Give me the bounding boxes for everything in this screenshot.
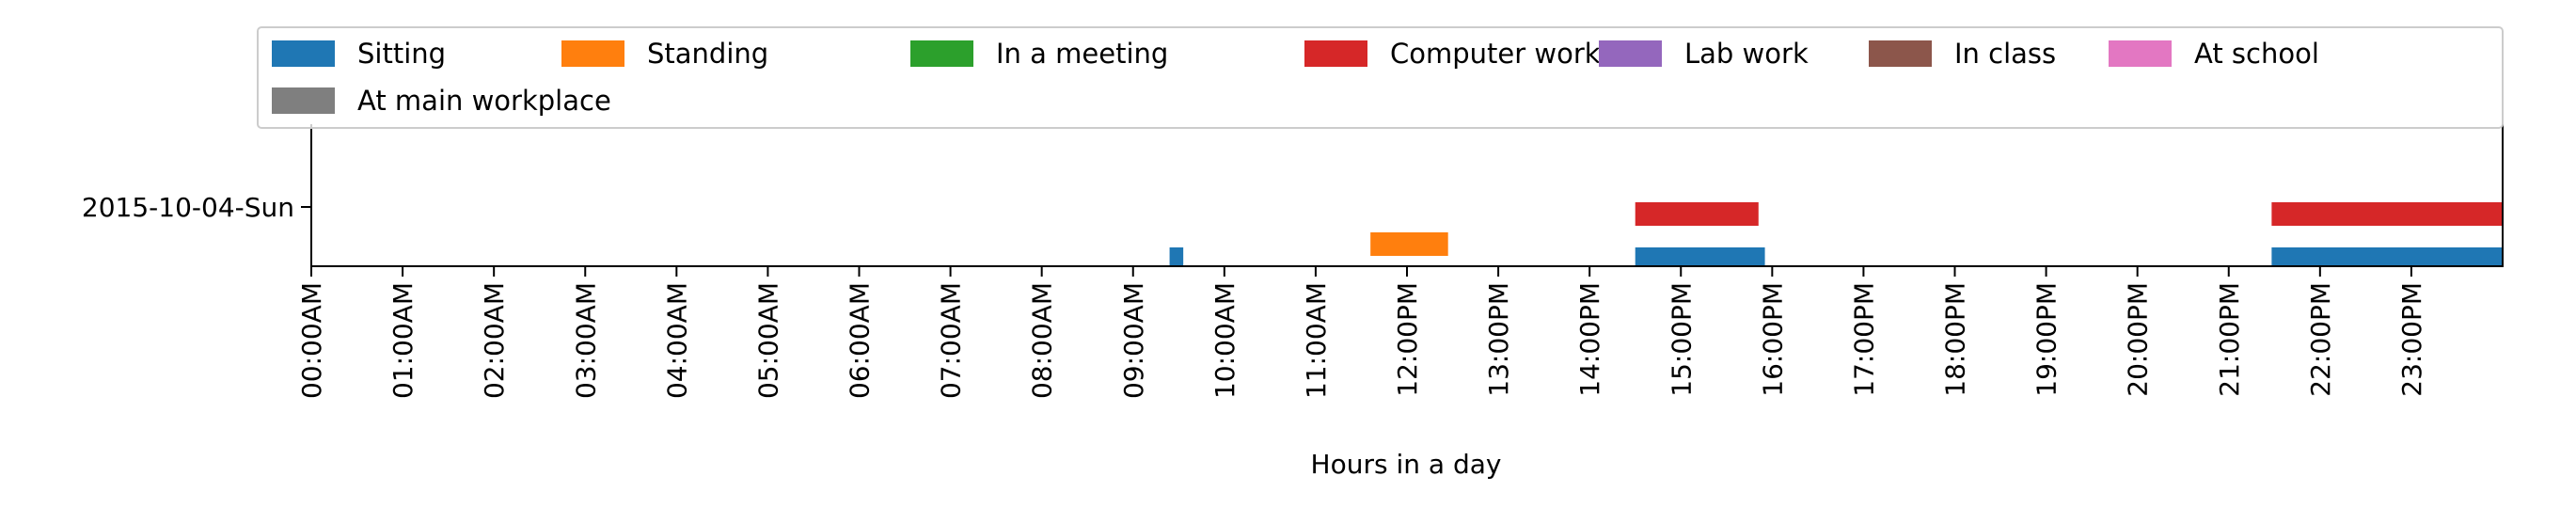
legend-label: At school [2194,38,2319,70]
activity-bars [1169,202,2503,266]
x-axis-ticks: 00:00AM 01:00AM 02:00AM 03:00AM 04:00AM 05:00… [296,266,2427,399]
x-tick-label: 19:00PM [2031,282,2062,397]
legend-label: In class [1954,38,2056,70]
activity-bar [2271,247,2503,266]
legend-label: In a meeting [996,38,1168,70]
x-axis-label: Hours in a day [1311,449,1502,480]
legend-entry: Standing [561,38,768,70]
y-axis: 2015-10-04-Sun [82,192,311,223]
x-tick-label: 02:00AM [479,282,510,399]
x-tick-label: 03:00AM [570,282,601,399]
legend-entry: Lab work [1599,38,1809,70]
x-tick-label: 05:00AM [752,282,783,399]
activity-bar [2271,202,2503,226]
x-tick-label: 22:00PM [2305,282,2336,397]
legend-swatch [1869,40,1932,67]
activity-bar [1635,247,1765,266]
legend-label: Lab work [1684,38,1809,70]
x-tick-label: 08:00AM [1027,282,1058,399]
legend-items: Sitting Standing In a meeting Computer work… [272,38,2319,117]
legend-label: Computer work [1390,38,1601,70]
x-tick-label: 09:00AM [1118,282,1149,399]
activity-bar [1635,202,1759,226]
legend-swatch [2109,40,2172,67]
activity-bar [1169,247,1184,266]
x-tick-label: 07:00AM [936,282,967,399]
legend-entry: At school [2109,38,2319,70]
y-tick-label: 2015-10-04-Sun [82,192,294,223]
legend: Sitting Standing In a meeting Computer work… [257,26,2504,129]
legend-frame [257,26,2504,129]
legend-label: Sitting [357,38,446,70]
x-tick-label: 14:00PM [1574,282,1605,397]
legend-label: At main workplace [357,85,611,117]
x-tick-label: 17:00PM [1848,282,1879,397]
legend-swatch [910,40,973,67]
x-tick-label: 10:00AM [1209,282,1241,399]
x-tick-label: 04:00AM [661,282,692,399]
legend-entry: Sitting [272,38,446,70]
x-tick-label: 06:00AM [845,282,876,399]
legend-swatch [272,40,335,67]
x-tick-label: 11:00AM [1301,282,1332,399]
legend-label: Standing [647,38,768,70]
activity-bar [1370,232,1448,256]
x-tick-label: 12:00PM [1392,282,1423,397]
x-tick-label: 15:00PM [1666,282,1697,397]
x-tick-label: 16:00PM [1757,282,1788,397]
legend-entry: Computer work [1304,38,1601,70]
x-tick-label: 23:00PM [2396,282,2427,397]
legend-entry: In class [1869,38,2056,70]
x-tick-label: 01:00AM [387,282,419,399]
legend-entry: At main workplace [272,85,611,117]
x-tick-label: 21:00PM [2214,282,2245,397]
legend-swatch [272,87,335,114]
plot-area [310,124,2504,267]
x-tick-label: 13:00PM [1483,282,1514,397]
legend-swatch [561,40,624,67]
legend-swatch [1304,40,1367,67]
legend-swatch [1599,40,1662,67]
x-tick-label: 20:00PM [2123,282,2154,397]
x-tick-label: 00:00AM [296,282,327,399]
x-tick-label: 18:00PM [1940,282,1971,397]
legend-entry: In a meeting [910,38,1168,70]
